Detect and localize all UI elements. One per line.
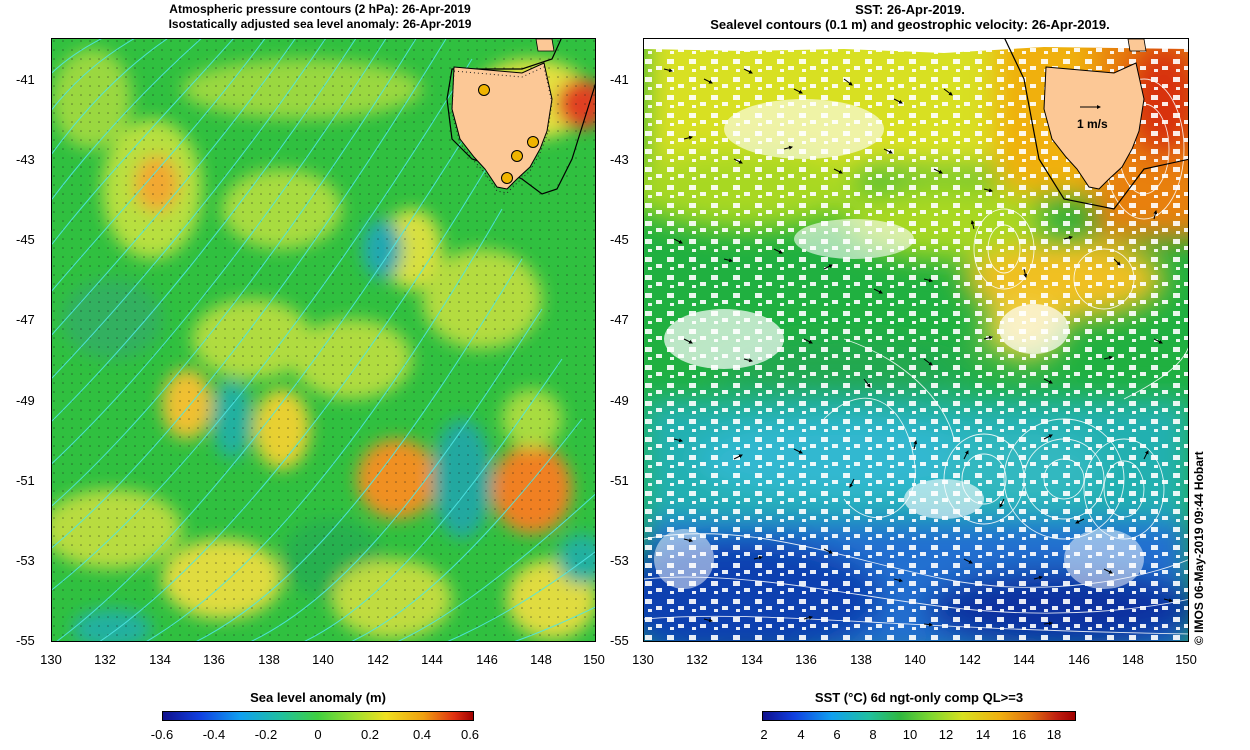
sla-colorbar-tick: 0 [314,727,322,742]
left-title-line1: Atmospheric pressure contours (2 hPa): 2… [169,2,471,16]
lon-tick: 146 [476,652,498,667]
sea-level-anomaly-map[interactable] [51,38,596,642]
sst-colorbar-tick: 12 [938,727,954,742]
lon-tick: 132 [94,652,116,667]
sst-colorbar-tick: 4 [797,727,805,742]
sst-colorbar-tick: 10 [902,727,918,742]
lat-tick: -55 [16,633,35,648]
left-panel-title: Atmospheric pressure contours (2 hPa): 2… [140,2,500,32]
lon-tick: 150 [1175,652,1197,667]
sla-colorbar-tick: -0.6 [150,727,174,742]
lon-tick: 146 [1068,652,1090,667]
lon-tick: 144 [421,652,443,667]
lon-tick: 142 [367,652,389,667]
left-title-line2: Isostatically adjusted sea level anomaly… [168,17,472,31]
lat-tick: -45 [610,232,629,247]
lon-tick: 132 [686,652,708,667]
lon-tick: 148 [1122,652,1144,667]
sla-colorbar-tick: -0.4 [202,727,226,742]
lon-tick: 130 [40,652,62,667]
sla-colorbar [162,711,474,721]
station-marker[interactable] [511,150,523,162]
station-marker[interactable] [501,172,513,184]
lat-tick: -43 [610,152,629,167]
sla-colorbar-tick: 0.6 [460,727,480,742]
velocity-reference-label: 1 m/s [1077,117,1108,131]
lat-tick: -55 [610,633,629,648]
sla-colorbar-tick: 0.2 [360,727,380,742]
lon-tick: 138 [258,652,280,667]
lat-tick: -51 [610,473,629,488]
island-land [1127,39,1147,52]
lat-tick: -49 [16,393,35,408]
lon-tick: 148 [530,652,552,667]
lon-tick: 136 [795,652,817,667]
lat-tick: -47 [610,312,629,327]
lon-tick: 144 [1013,652,1035,667]
right-panel-title: SST: 26-Apr-2019. Sealevel contours (0.1… [660,2,1160,32]
station-marker[interactable] [478,84,490,96]
sla-colorbar-tick: 0.4 [412,727,432,742]
sealevel-contours [644,78,1188,635]
lon-tick: 140 [904,652,926,667]
sst-map[interactable]: 1 m/s [643,38,1189,642]
lat-tick: -41 [610,72,629,87]
lat-tick: -47 [16,312,35,327]
lon-tick: 140 [312,652,334,667]
cloud-patches [644,39,1188,589]
lat-tick: -49 [610,393,629,408]
lon-tick: 130 [632,652,654,667]
lat-tick: -51 [16,473,35,488]
lon-tick: 134 [741,652,763,667]
sst-colorbar-tick: 16 [1011,727,1027,742]
sst-colorbar-tick: 8 [869,727,877,742]
lat-tick: -45 [16,232,35,247]
sla-colorbar-tick: -0.2 [254,727,278,742]
sst-colorbar [762,711,1076,721]
lat-tick: -43 [16,152,35,167]
sst-colorbar-tick: 14 [975,727,991,742]
tasmania-land [1043,62,1145,190]
velocity-arrows [663,68,1173,627]
shelf-outline [1004,39,1188,210]
sst-colorbar-tick: 18 [1046,727,1062,742]
sla-colorbar-title: Sea level anomaly (m) [250,690,386,705]
sst-colorbar-tick: 2 [760,727,768,742]
lon-tick: 136 [203,652,225,667]
lon-tick: 134 [149,652,171,667]
sst-colorbar-title: SST (°C) 6d ngt-only comp QL>=3 [814,690,1024,705]
tasmania-shelf-outline [451,66,553,194]
island-land [535,39,555,52]
sea-level-anomaly-svg [52,39,595,641]
sst-svg: 1 m/s [644,39,1188,641]
station-marker[interactable] [527,136,539,148]
tasmania-land [451,62,553,190]
lat-tick: -53 [16,553,35,568]
sst-colorbar-tick: 6 [833,727,841,742]
pressure-contours [52,39,595,641]
lat-tick: -41 [16,72,35,87]
right-title-line2: Sealevel contours (0.1 m) and geostrophi… [710,17,1110,32]
lat-tick: -53 [610,553,629,568]
copyright-text: © IMOS 06-May-2019 09:44 Hobart [1192,451,1206,645]
lon-tick: 142 [959,652,981,667]
right-title-line1: SST: 26-Apr-2019. [855,2,965,17]
lon-tick: 138 [850,652,872,667]
lon-tick: 150 [583,652,605,667]
